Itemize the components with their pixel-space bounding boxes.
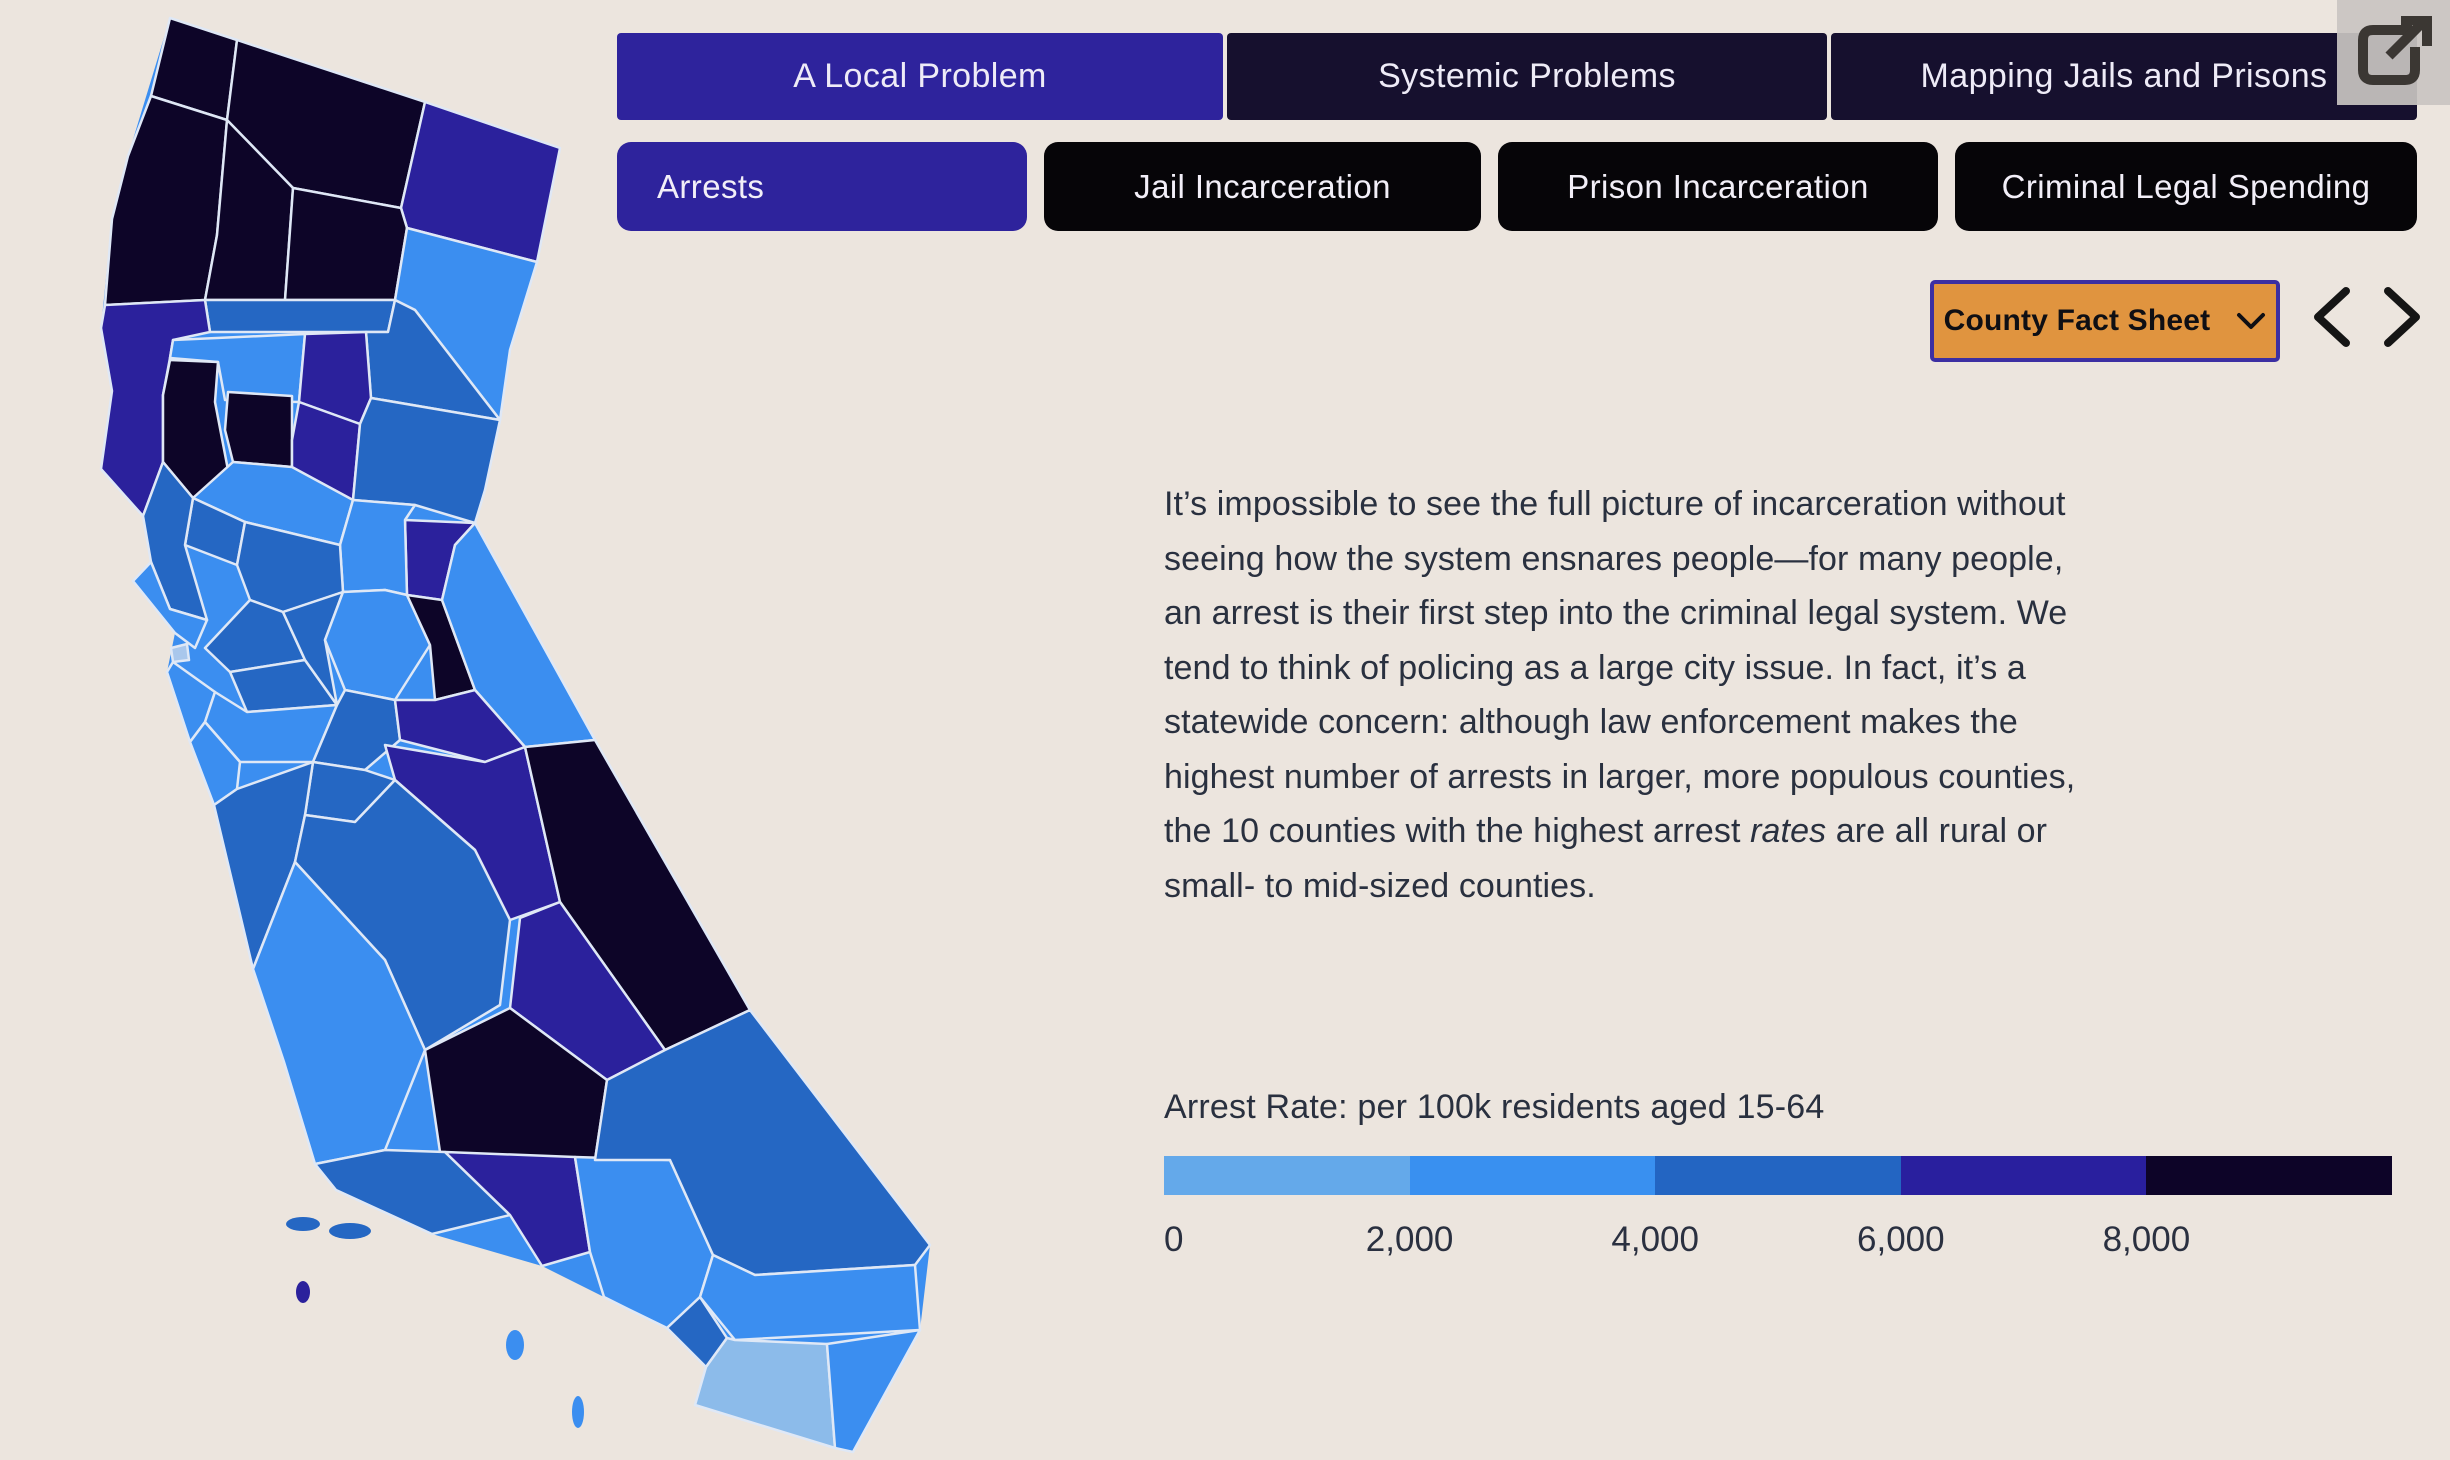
channel-island-2[interactable] [329, 1223, 371, 1239]
external-link-icon [2357, 15, 2432, 85]
channel-island-1[interactable] [286, 1217, 320, 1231]
intro-paragraph-part2: are all rural or small- to mid-sized cou… [1164, 812, 2048, 905]
county-san-luis-obispo[interactable] [251, 860, 427, 1166]
secondary-tab-bar: Arrests Jail Incarceration Prison Incarcer… [617, 142, 2417, 231]
county-san-diego[interactable] [693, 1336, 837, 1450]
county-tehama[interactable] [203, 298, 397, 334]
chevron-right-icon[interactable] [2380, 286, 2426, 348]
tab-prison-incarceration[interactable]: Prison Incarceration [1498, 142, 1938, 231]
county-imperial[interactable] [825, 1328, 922, 1454]
tab-a-local-problem[interactable]: A Local Problem [617, 33, 1223, 120]
primary-tab-bar: A Local Problem Systemic Problems Mapping … [617, 33, 2417, 120]
county-san-francisco[interactable] [169, 642, 191, 664]
tab-systemic-problems[interactable]: Systemic Problems [1227, 33, 1827, 120]
intro-paragraph-part1: It’s impossible to see the full picture … [1164, 485, 2076, 850]
chevron-left-icon[interactable] [2308, 286, 2354, 348]
expand-button[interactable] [2337, 0, 2450, 105]
county-santa-cruz[interactable] [188, 720, 242, 807]
intro-paragraph-italic: rates [1750, 812, 1827, 850]
legend-segment-5 [2146, 1156, 2392, 1195]
county-fact-sheet-label: County Fact Sheet [1943, 304, 2211, 337]
tab-criminal-legal-spending[interactable]: Criminal Legal Spending [1955, 142, 2417, 231]
tab-mapping-jails-and-prisons[interactable]: Mapping Jails and Prisons [1831, 33, 2417, 120]
legend-segment-1 [1164, 1156, 1410, 1195]
county-san-joaquin[interactable] [281, 590, 345, 707]
county-marin[interactable] [131, 560, 209, 650]
county-fact-sheet-dropdown[interactable]: County Fact Sheet [1930, 280, 2280, 362]
california-county-choropleth [55, 0, 955, 1460]
county-sacramento[interactable] [338, 498, 417, 597]
california-map-svg[interactable] [55, 0, 955, 1460]
legend-segment-4 [1900, 1156, 2147, 1195]
legend-tick-labels: 0 2,000 4,000 6,000 8,000 [1164, 1220, 2392, 1264]
legend-tick-2-000: 2,000 [1365, 1220, 1454, 1259]
tab-jail-incarceration[interactable]: Jail Incarceration [1044, 142, 1481, 231]
catalina-island[interactable] [506, 1330, 524, 1360]
county-shasta[interactable] [283, 186, 409, 302]
intro-paragraph: It’s impossible to see the full picture … [1164, 477, 2089, 913]
san-clemente-island[interactable] [572, 1396, 584, 1428]
county-colusa[interactable] [223, 390, 294, 469]
chevron-down-icon [2237, 312, 2266, 329]
legend-tick-4-000: 4,000 [1611, 1220, 1699, 1259]
legend-tick-8-000: 8,000 [2102, 1220, 2191, 1259]
county-ventura[interactable] [443, 1150, 592, 1268]
legend-tick-0: 0 [1164, 1220, 1184, 1259]
legend-tick-6-000: 6,000 [1857, 1220, 1945, 1259]
legend-title: Arrest Rate: per 100k residents aged 15-… [1164, 1088, 1825, 1126]
legend-segment-3 [1655, 1156, 1901, 1195]
county-amador-calaveras[interactable] [323, 588, 432, 702]
legend-color-scale [1164, 1156, 2392, 1195]
tab-arrests[interactable]: Arrests [617, 142, 1027, 231]
legend-segment-2 [1409, 1156, 1656, 1195]
channel-island-3[interactable] [296, 1281, 310, 1303]
